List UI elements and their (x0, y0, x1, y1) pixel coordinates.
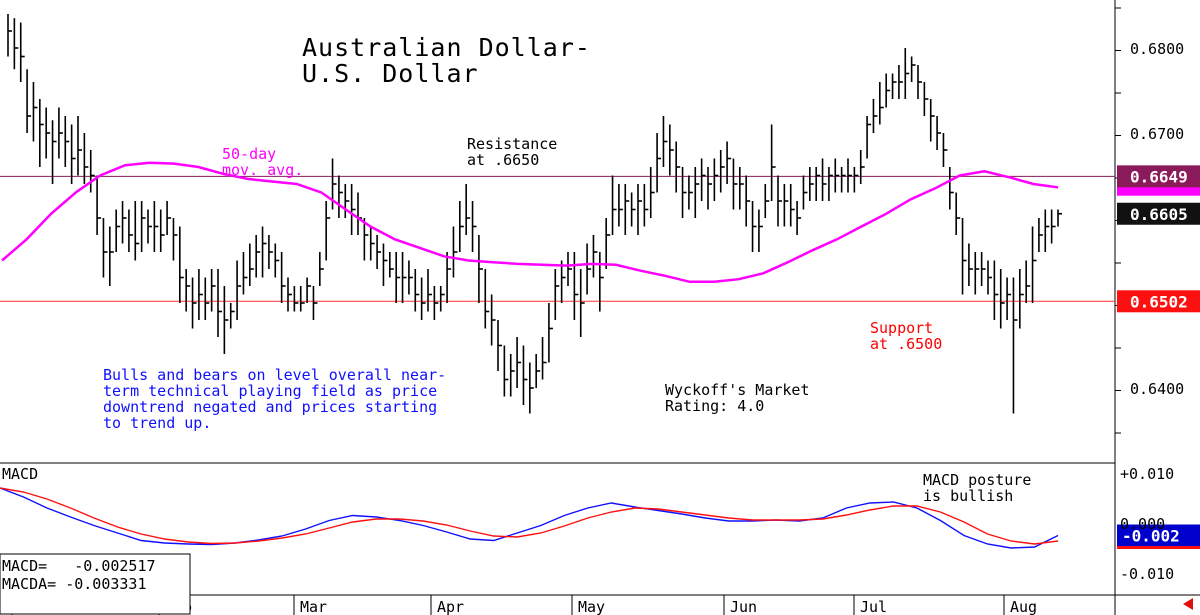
resistance-label-line1: Resistance (467, 135, 557, 153)
price-y-tick-0: 0.6800 (1130, 40, 1184, 58)
macd-readout-line2: MACDA= -0.003331 (2, 575, 147, 593)
ma-label-line1: 50-day (222, 145, 276, 163)
x-tick-label-4: May (578, 598, 605, 615)
macd-annotation-line2: is bullish (923, 487, 1013, 505)
price-y-tick-1: 0.6700 (1130, 125, 1184, 143)
price-tag-label-0: 0.6649 (1130, 167, 1188, 186)
reference-lines (0, 175, 1115, 302)
macd-series-0 (0, 487, 1059, 549)
price-tag-label-2: 0.6502 (1130, 292, 1188, 311)
resistance-label-line2: at .6650 (467, 151, 539, 169)
macd-value-tag-label: -0.002 (1122, 527, 1180, 546)
price-tag-0 (1117, 165, 1200, 188)
ma-line (1, 161, 1059, 284)
macd-y-tick-1: 0.000 (1120, 515, 1165, 533)
comment-line1: Bulls and bears on level overall near- (103, 366, 446, 384)
comment-line2: term technical playing field as price (103, 382, 437, 400)
macd-y-tick-0: +0.010 (1120, 465, 1174, 483)
macd-panel-title: MACD (2, 465, 38, 483)
x-tick-label-3: Apr (437, 598, 464, 615)
chart-title-line2: U.S. Dollar (302, 59, 479, 88)
macd-value-tag (1117, 524, 1200, 547)
moving-average (1, 161, 1059, 284)
rating-line1: Wyckoff's Market (665, 381, 810, 399)
price-tag-1 (1117, 202, 1200, 225)
macd-lines (0, 487, 1059, 549)
price-tags: 0.6649 0.6605 0.6502 -0.002 (1117, 165, 1200, 549)
macd-y-tick-2: -0.010 (1120, 565, 1174, 583)
price-bars (7, 14, 1062, 414)
macd-annotation-line1: MACD posture (923, 471, 1031, 489)
scroll-left-arrow-icon[interactable] (1183, 598, 1193, 610)
macd-readout-line1: MACD= -0.002517 (2, 557, 156, 575)
ma-label-line2: mov. avg. (222, 161, 303, 179)
comment-line3: downtrend negated and prices starting (103, 398, 437, 416)
support-label-line1: Support (870, 319, 933, 337)
price-tag-2 (1117, 290, 1200, 313)
price-y-tick-2: 0.6400 (1130, 380, 1184, 398)
comment-line4: to trend up. (103, 414, 211, 432)
x-tick-label-5: Jun (730, 598, 757, 615)
macd-series-1 (0, 487, 1059, 545)
macd-readout-box (0, 553, 191, 615)
price-tag-label-1: 0.6605 (1130, 205, 1188, 224)
chart-title-line1: Australian Dollar- (302, 33, 591, 62)
x-tick-label-6: Jul (860, 598, 887, 615)
x-tick-label-2: Mar (300, 598, 327, 615)
y-axis-ticks: 0.6800 0.6700 0.6400 +0.010 0.000 -0.010 (1120, 40, 1184, 583)
x-tick-label-7: Aug (1010, 598, 1037, 615)
support-label-line2: at .6500 (870, 335, 942, 353)
rating-line2: Rating: 4.0 (665, 397, 764, 415)
